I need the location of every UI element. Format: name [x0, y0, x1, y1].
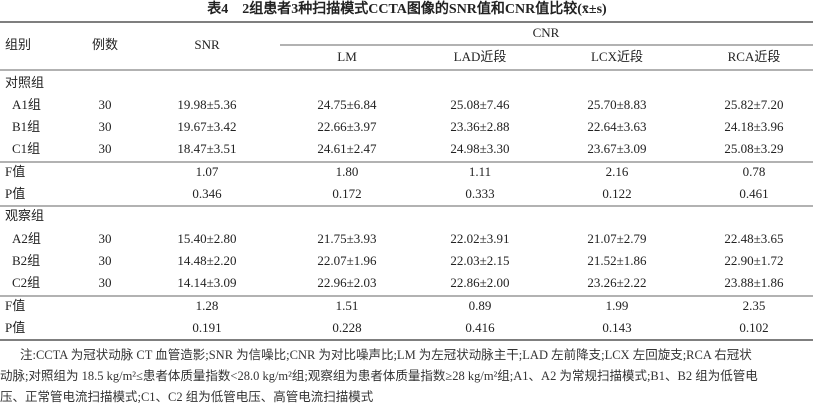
subheader-cell: RCA近段 — [728, 49, 781, 64]
row-label: P值 — [5, 320, 25, 335]
cell: 0.191 — [192, 320, 221, 335]
cell: 22.48±3.65 — [724, 231, 783, 246]
cell: 30 — [99, 231, 112, 246]
header-cell: 组别 — [5, 37, 31, 52]
cell: 22.64±3.63 — [587, 119, 646, 134]
cell: 21.75±3.93 — [317, 231, 376, 246]
cell: 30 — [99, 275, 112, 290]
cell: 24.61±2.47 — [317, 141, 377, 156]
cell: 21.07±2.79 — [587, 231, 646, 246]
cell: 25.70±8.83 — [587, 97, 646, 112]
subheader-cell: LCX近段 — [591, 49, 643, 64]
cell: 19.67±3.42 — [177, 119, 236, 134]
header-cell: CNR — [533, 25, 560, 40]
cell: 22.66±3.97 — [317, 119, 377, 134]
cell: 30 — [99, 253, 112, 268]
row-label: C1组 — [12, 141, 40, 156]
cell: 22.03±2.15 — [450, 253, 509, 268]
row-label: C2组 — [12, 275, 40, 290]
cell: 0.461 — [739, 186, 768, 201]
cell: 30 — [99, 119, 112, 134]
cell: 1.99 — [606, 298, 629, 313]
note-line: 注:CCTA 为冠状动脉 CT 血管造影;SNR 为信噪比;CNR 为对比噪声比… — [20, 347, 752, 362]
cell: 0.102 — [739, 320, 768, 335]
row-label: F值 — [5, 298, 25, 313]
cell: 23.36±2.88 — [450, 119, 509, 134]
subheader-cell: LAD近段 — [454, 49, 507, 64]
cell: 0.78 — [743, 164, 766, 179]
cell: 22.02±3.91 — [450, 231, 509, 246]
cell: 23.88±1.86 — [724, 275, 784, 290]
header-cell: SNR — [194, 37, 220, 52]
cell: 24.98±3.30 — [450, 141, 509, 156]
note-line: 动脉;对照组为 18.5 kg/m²≤患者体质量指数<28.0 kg/m²组;观… — [0, 368, 758, 383]
row-label: 观察组 — [5, 208, 44, 223]
cell: 24.18±3.96 — [724, 119, 784, 134]
cell: 23.26±2.22 — [587, 275, 646, 290]
cell: 0.143 — [602, 320, 631, 335]
row-label: P值 — [5, 186, 25, 201]
cell: 0.333 — [465, 186, 494, 201]
cell: 30 — [99, 141, 112, 156]
cell: 1.28 — [196, 298, 219, 313]
cell: 22.90±1.72 — [724, 253, 783, 268]
row-label: F值 — [5, 164, 25, 179]
cell: 18.47±3.51 — [177, 141, 236, 156]
cell: 0.228 — [332, 320, 361, 335]
cell: 1.80 — [336, 164, 359, 179]
cell: 14.14±3.09 — [177, 275, 236, 290]
cell: 22.86±2.00 — [450, 275, 509, 290]
cell: 14.48±2.20 — [177, 253, 236, 268]
cell: 23.67±3.09 — [587, 141, 646, 156]
row-label: A1组 — [12, 97, 41, 112]
cell: 0.346 — [192, 186, 222, 201]
cell: 1.07 — [196, 164, 219, 179]
cell: 22.07±1.96 — [317, 253, 377, 268]
cell: 25.08±7.46 — [450, 97, 510, 112]
subheader-cell: LM — [337, 49, 357, 64]
cell: 25.08±3.29 — [724, 141, 783, 156]
cell: 0.122 — [602, 186, 631, 201]
cell: 1.11 — [469, 164, 491, 179]
cell: 0.89 — [469, 298, 492, 313]
cell: 2.35 — [743, 298, 766, 313]
row-label: 对照组 — [5, 75, 44, 90]
table-title: 表4 2组患者3种扫描模式CCTA图像的SNR值和CNR值比较(x̄±s) — [206, 0, 607, 17]
cell: 0.172 — [332, 186, 361, 201]
cell: 0.416 — [465, 320, 495, 335]
cell: 1.51 — [336, 298, 359, 313]
cell: 30 — [99, 97, 112, 112]
cell: 22.96±2.03 — [317, 275, 376, 290]
cell: 24.75±6.84 — [317, 97, 377, 112]
row-label: A2组 — [12, 231, 41, 246]
cell: 25.82±7.20 — [724, 97, 783, 112]
cell: 2.16 — [606, 164, 629, 179]
cell: 21.52±1.86 — [587, 253, 647, 268]
row-label: B2组 — [12, 253, 40, 268]
row-label: B1组 — [12, 119, 40, 134]
cell: 15.40±2.80 — [177, 231, 236, 246]
cell: 19.98±5.36 — [177, 97, 237, 112]
header-cell: 例数 — [92, 37, 118, 52]
note-line: 压、正常管电流扫描模式;C1、C2 组为低管电压、高管电流扫描模式 — [0, 389, 374, 404]
